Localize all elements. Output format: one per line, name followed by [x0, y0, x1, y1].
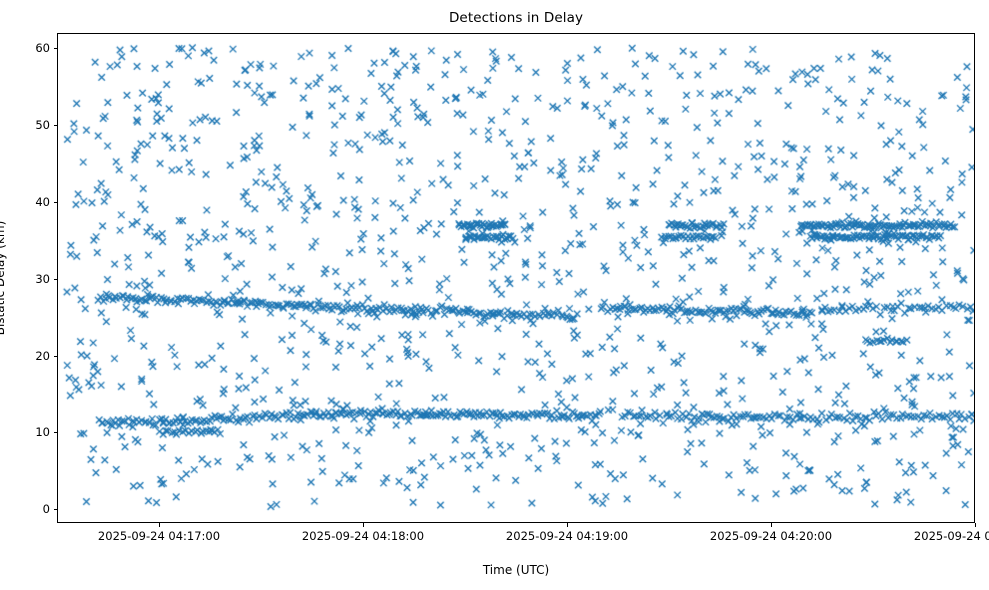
y-tick-label: 40 — [35, 194, 50, 209]
x-tick-mark — [567, 523, 568, 527]
x-tick-label: 2025-09-24 04:17:00 — [97, 529, 221, 543]
y-tick-mark — [53, 48, 57, 50]
x-tick-label: 2025-09-24 04:20:00 — [709, 529, 833, 543]
y-tick-label: 50 — [35, 118, 50, 133]
plot-area — [57, 33, 975, 523]
y-tick-label: 0 — [42, 502, 50, 517]
y-tick-mark — [53, 125, 57, 127]
x-axis-label: Time (UTC) — [482, 563, 550, 577]
y-tick-mark — [53, 509, 57, 511]
x-tick-mark — [771, 523, 772, 527]
scatter-plot-canvas — [58, 34, 974, 522]
chart-title: Detections in Delay — [448, 10, 584, 26]
y-tick-mark — [53, 355, 57, 357]
y-tick-mark — [53, 278, 57, 280]
y-axis-label: Bistatic Delay (km) — [0, 220, 7, 336]
y-tick-label: 10 — [35, 425, 50, 440]
y-tick-mark — [53, 432, 57, 434]
y-tick-label: 20 — [35, 348, 50, 363]
x-tick-mark — [363, 523, 364, 527]
y-tick-mark — [53, 201, 57, 203]
y-tick-label: 30 — [35, 271, 50, 286]
x-tick-label: 2025-09-24 04:19:00 — [505, 529, 629, 543]
x-tick-label: 2025-09-24 04:18:00 — [301, 529, 425, 543]
x-tick-mark — [159, 523, 160, 527]
x-tick-label: 2025-09-24 04:21:00 — [913, 529, 989, 543]
x-tick-mark — [975, 523, 976, 527]
y-tick-label: 60 — [35, 41, 50, 56]
